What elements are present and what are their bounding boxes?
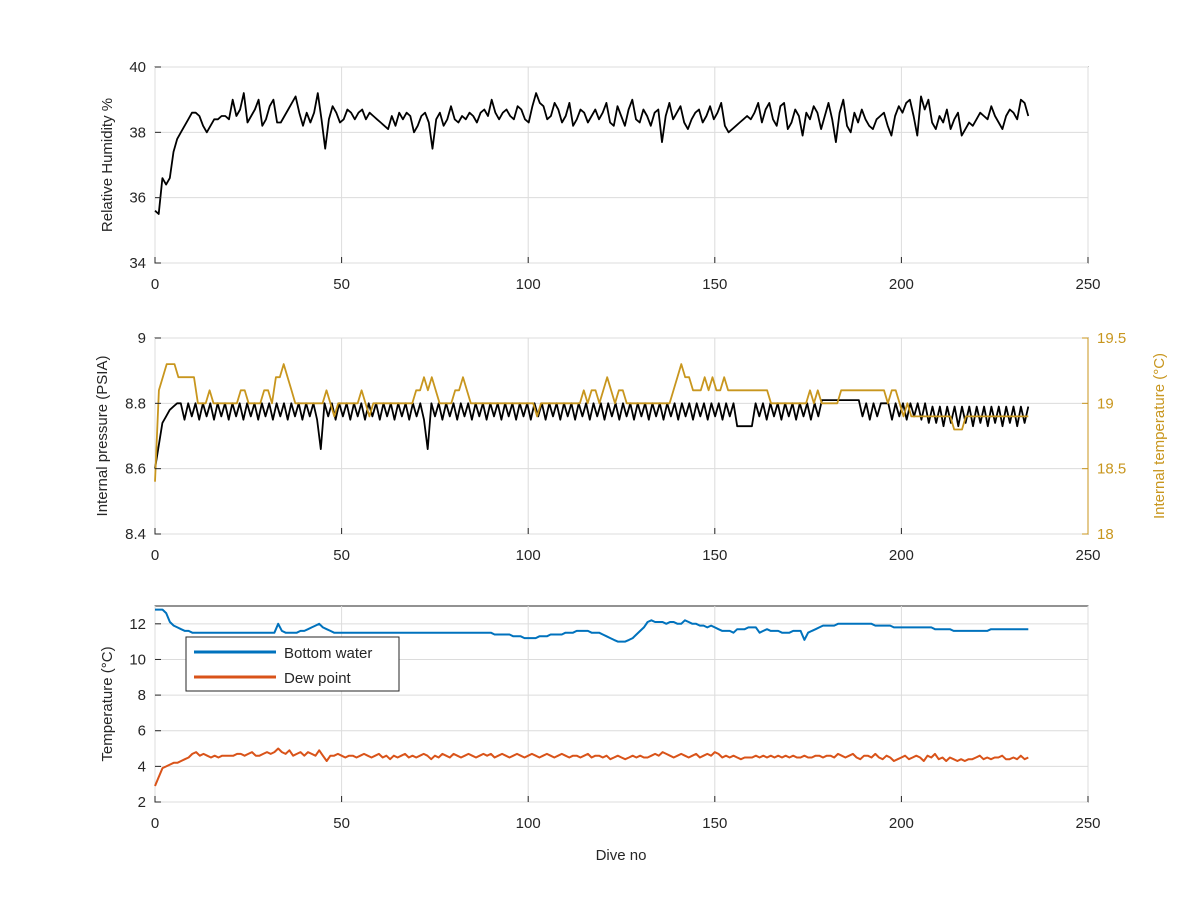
pressure-y-tick-label: 8.8 <box>125 395 146 412</box>
rh-series-0-line <box>154 92 1030 215</box>
legend-label-dew-point: Dew point <box>284 670 352 687</box>
temperature-y-tick-label: 12 <box>129 616 146 633</box>
temperature-x-tick-label: 0 <box>151 815 159 832</box>
rh-y-tick-label: 34 <box>129 255 146 272</box>
temperature-x-tick-label: 150 <box>702 815 727 832</box>
temperature-y-tick-label: 6 <box>138 723 146 740</box>
temperature-y-tick-label: 8 <box>138 687 146 704</box>
rh-x-tick-label: 150 <box>702 276 727 293</box>
pressure-y-tick-label: 8.6 <box>125 461 146 478</box>
pressure-x-tick-label: 50 <box>333 547 350 564</box>
pressure-x-tick-label: 200 <box>889 547 914 564</box>
rh-x-tick-label: 0 <box>151 276 159 293</box>
pressure-y-tick-label: 9 <box>138 330 146 347</box>
temperature-y-tick-label: 2 <box>138 794 146 811</box>
dew-point-line <box>154 747 1029 787</box>
temperature-plot-area <box>154 605 1089 803</box>
temperature-x-tick-label: 100 <box>516 815 541 832</box>
rh-x-tick-label: 100 <box>516 276 541 293</box>
pressure-x-tick-label: 100 <box>516 547 541 564</box>
bottom-water-line <box>155 608 1029 643</box>
temperature-panel: 0 50 100 150 200 250 2 4 6 8 10 12 Temperature (°C)… <box>99 605 1101 864</box>
pressure-x-tick-label: 0 <box>151 547 159 564</box>
temperature-x-tick-label: 200 <box>889 815 914 832</box>
internal-temperature-tick-label: 19 <box>1097 395 1114 412</box>
rh-plot-area <box>154 66 1089 264</box>
rh-x-tick-label: 250 <box>1075 276 1100 293</box>
rh-x-tick-label: 200 <box>889 276 914 293</box>
pressure-panel: 0 50 100 150 200 250 8.4 8.6 8.8 9 18 18.5 19 19.5 In… <box>94 330 1168 564</box>
temperature-y-tick-label: 4 <box>138 758 146 775</box>
pressure-x-tick-label: 250 <box>1075 547 1100 564</box>
temperature-x-tick-label: 50 <box>333 815 350 832</box>
x-axis-label: Dive no <box>596 847 647 864</box>
rh-x-tick-label: 50 <box>333 276 350 293</box>
legend-label-bottom-water: Bottom water <box>284 645 372 662</box>
pressure-y-axis-label: Internal pressure (PSIA) <box>94 356 111 517</box>
rh-y-tick-label: 40 <box>129 59 146 76</box>
rh-y-tick-label: 38 <box>129 124 146 141</box>
internal-temperature-tick-label: 18 <box>1097 526 1114 543</box>
pressure-y-tick-label: 8.4 <box>125 526 146 543</box>
pressure-plot-area <box>154 337 1089 535</box>
internal-temperature-tick-label: 18.5 <box>1097 461 1126 478</box>
rh-panel: 0 50 100 150 200 250 34 36 38 40 Relative Humidit… <box>99 59 1101 293</box>
temperature-y-tick-label: 10 <box>129 651 146 668</box>
rh-y-tick-label: 36 <box>129 190 146 207</box>
pressure-series-1-line <box>154 363 1029 482</box>
pressure-series-0-line <box>154 399 1030 469</box>
legend-box <box>185 636 400 692</box>
rh-y-axis-label: Relative Humidity % <box>99 98 116 232</box>
internal-temperature-tick-label: 19.5 <box>1097 330 1126 347</box>
pressure-x-tick-label: 150 <box>702 547 727 564</box>
temperature-x-tick-label: 250 <box>1075 815 1100 832</box>
legend: Bottom water Dew point <box>185 636 400 692</box>
internal-temperature-y-axis-label: Internal temperature (°C) <box>1151 353 1168 519</box>
temperature-y-axis-label: Temperature (°C) <box>99 646 116 761</box>
